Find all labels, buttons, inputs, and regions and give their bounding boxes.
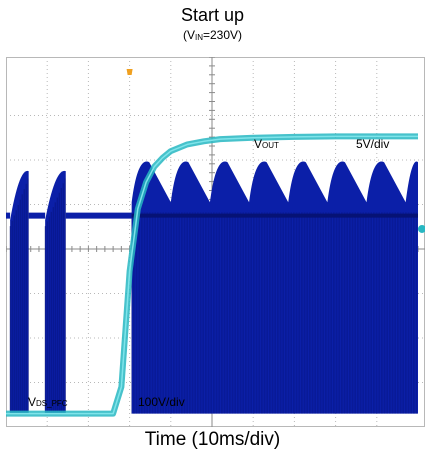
vout-scale-label: 5V/div — [356, 137, 390, 151]
vds-mid-band — [131, 213, 418, 218]
oscilloscope-plot-area: VOUT 5V/div VDS_PFC 100V/div — [6, 57, 425, 427]
chart-title: Start up — [180, 5, 245, 25]
trigger-marker — [126, 69, 133, 75]
right-edge-marker — [418, 224, 425, 233]
vds-burst-1 — [45, 170, 66, 414]
chart-subtitle: (VIN=230V) — [182, 28, 243, 42]
vout-series-label: VOUT — [254, 137, 279, 151]
vds-series-label: VDS_PFC — [28, 395, 68, 409]
vout-line-inner — [6, 135, 418, 415]
x-axis-label: Time (10ms/div) — [144, 429, 281, 450]
vds-idle-segment — [6, 212, 11, 219]
vds-idle-segment — [65, 212, 132, 219]
plot-svg — [6, 57, 425, 427]
vds-idle-segment — [28, 212, 46, 219]
vds-scale-label: 100V/div — [138, 395, 185, 409]
vds-switching-envelope — [131, 161, 418, 414]
